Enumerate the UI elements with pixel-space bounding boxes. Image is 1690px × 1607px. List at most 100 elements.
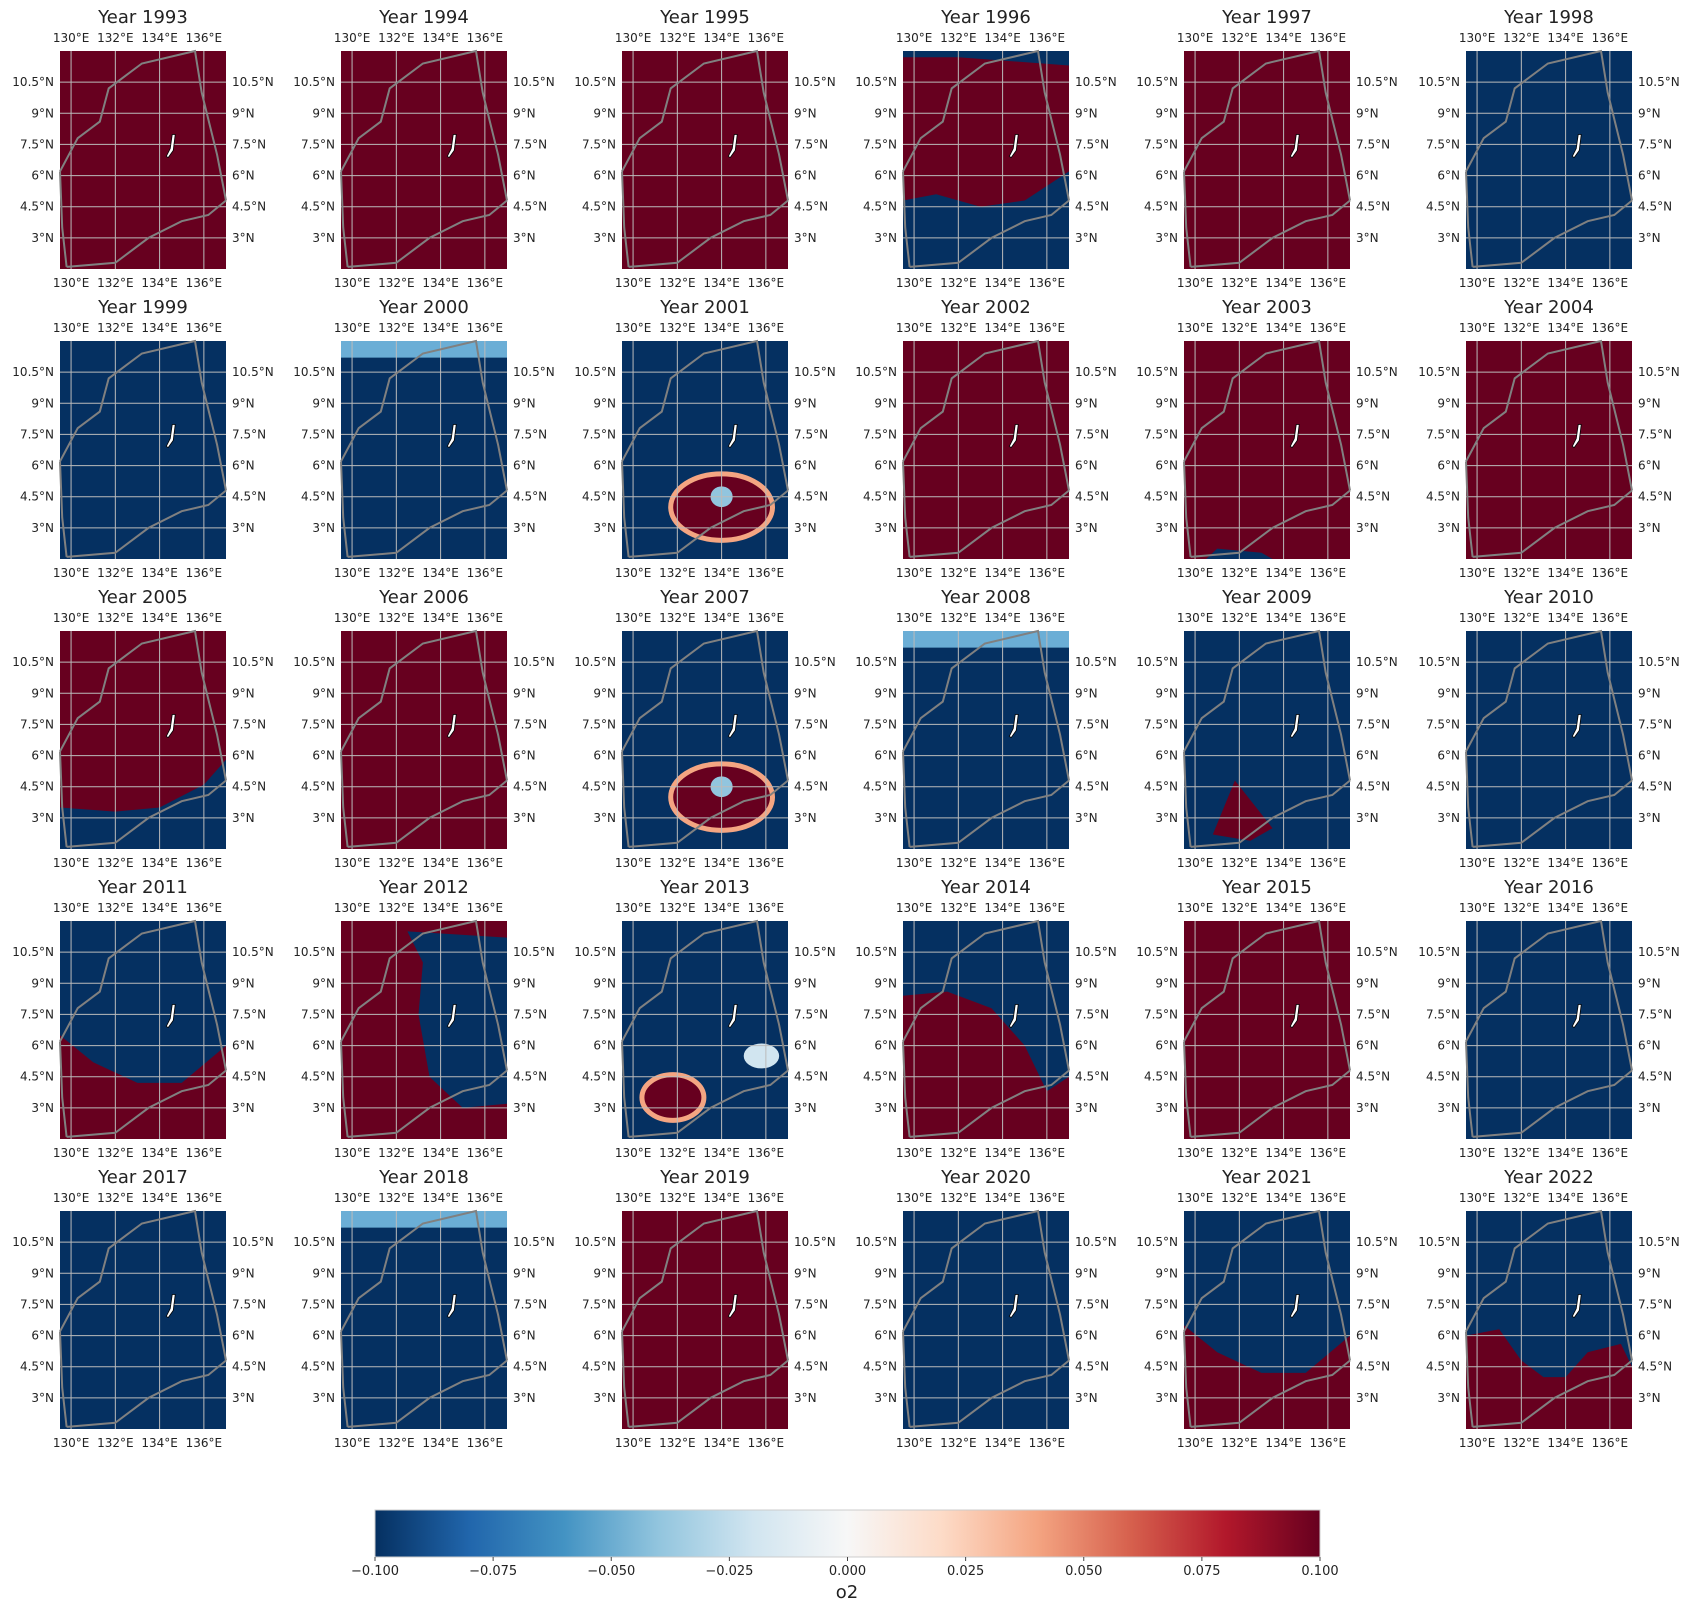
panel-year-2000: Year 2000 130°E 130°E 132°E 132°E 134°E 134°E 1… — [293, 297, 554, 580]
coastline — [347, 1359, 508, 1428]
lon-tick-label-top: 134°E — [422, 31, 459, 45]
lon-tick-label-bottom: 132°E — [659, 566, 696, 580]
lon-tick-label-top: 136°E — [467, 1191, 504, 1205]
lat-tick-label-left: 9°N — [312, 396, 335, 410]
lat-tick-label-left: 6°N — [874, 1039, 897, 1053]
lat-tick-label-right: 6°N — [1638, 1039, 1661, 1053]
lat-tick-label-left: 9°N — [1155, 976, 1178, 990]
lat-tick-label-left: 10.5°N — [574, 365, 616, 379]
panel-year-1994: Year 1994 130°E 130°E 132°E 132°E 134°E 134°E 1… — [293, 7, 554, 290]
coastline — [1190, 199, 1351, 268]
lon-tick-label-bottom: 136°E — [186, 1146, 223, 1160]
coastline — [628, 1069, 789, 1138]
lat-tick-label-right: 3°N — [513, 1391, 536, 1405]
lon-tick-label-top: 130°E — [615, 31, 652, 45]
lon-tick-label-bottom: 130°E — [1459, 856, 1496, 870]
lat-tick-label-right: 3°N — [794, 1101, 817, 1115]
coastline — [59, 339, 227, 491]
lat-tick-label-left: 10.5°N — [12, 75, 54, 89]
lat-tick-label-right: 3°N — [1356, 521, 1379, 535]
lon-tick-label-bottom: 134°E — [1265, 1436, 1302, 1450]
coastline — [59, 751, 68, 848]
lat-tick-label-left: 4.5°N — [20, 1070, 54, 1084]
lat-tick-label-left: 7.5°N — [863, 717, 897, 731]
lat-tick-label-right: 4.5°N — [513, 780, 547, 794]
panel-background — [1184, 631, 1350, 849]
lon-tick-label-top: 132°E — [1503, 1191, 1540, 1205]
lat-tick-label-left: 10.5°N — [1418, 945, 1460, 959]
lat-tick-label-left: 10.5°N — [293, 365, 335, 379]
lat-tick-label-right: 9°N — [794, 976, 817, 990]
island-mask — [1289, 1294, 1300, 1319]
lon-tick-label-top: 132°E — [378, 901, 415, 915]
panel-background — [622, 51, 788, 269]
lat-tick-label-right: 7.5°N — [794, 1007, 828, 1021]
lat-tick-label-right: 10.5°N — [232, 365, 274, 379]
lat-tick-label-right: 3°N — [1638, 811, 1661, 825]
lat-tick-label-left: 9°N — [1155, 686, 1178, 700]
lat-tick-label-right: 6°N — [1075, 1329, 1098, 1343]
lat-tick-label-right: 6°N — [232, 749, 255, 763]
panel-title: Year 2007 — [659, 587, 750, 608]
lat-tick-label-right: 3°N — [1638, 1391, 1661, 1405]
lat-tick-label-left: 3°N — [31, 521, 54, 535]
coastline — [1465, 461, 1474, 558]
panel-year-2014: Year 2014 130°E 130°E 132°E 132°E 134°E 134°E 1… — [855, 877, 1116, 1160]
lat-tick-label-left: 3°N — [1437, 811, 1460, 825]
coastline — [340, 339, 508, 491]
lat-tick-label-left: 9°N — [874, 396, 897, 410]
colorbar-tick-label: −0.050 — [587, 1564, 635, 1579]
coastline — [66, 1359, 227, 1428]
lat-tick-label-right: 6°N — [1075, 1039, 1098, 1053]
lat-tick-label-left: 9°N — [31, 106, 54, 120]
lat-tick-label-right: 9°N — [232, 396, 255, 410]
lon-tick-label-top: 130°E — [53, 901, 90, 915]
lat-tick-label-left: 4.5°N — [1426, 1070, 1460, 1084]
panel-grid: Year 1993 130°E 130°E 132°E 132°E 134°E 134°E 1… — [12, 7, 1679, 1450]
lon-tick-label-bottom: 130°E — [896, 1146, 933, 1160]
lat-tick-label-right: 7.5°N — [1356, 137, 1390, 151]
lat-tick-label-left: 9°N — [31, 1266, 54, 1280]
lon-tick-label-top: 130°E — [615, 901, 652, 915]
panel-title: Year 2010 — [1503, 587, 1594, 608]
lon-tick-label-bottom: 130°E — [615, 1146, 652, 1160]
lat-tick-label-left: 6°N — [593, 1039, 616, 1053]
lon-tick-label-top: 132°E — [378, 1191, 415, 1205]
lon-tick-label-bottom: 130°E — [896, 276, 933, 290]
lon-tick-label-top: 132°E — [1221, 321, 1258, 335]
lon-tick-label-bottom: 134°E — [1547, 276, 1584, 290]
lon-tick-label-top: 132°E — [1503, 321, 1540, 335]
lon-tick-label-top: 136°E — [1029, 1191, 1066, 1205]
lon-tick-label-bottom: 132°E — [940, 1146, 977, 1160]
lat-tick-label-right: 9°N — [232, 106, 255, 120]
lon-tick-label-bottom: 130°E — [615, 856, 652, 870]
lat-tick-label-right: 7.5°N — [794, 137, 828, 151]
island-mask — [1289, 134, 1300, 159]
anomaly-region-south — [60, 1035, 226, 1139]
lat-tick-label-right: 9°N — [1356, 1266, 1379, 1280]
lon-tick-label-bottom: 136°E — [1310, 276, 1347, 290]
coastline — [621, 171, 630, 268]
lon-tick-label-top: 130°E — [334, 31, 371, 45]
lat-tick-label-left: 4.5°N — [863, 780, 897, 794]
island-mask — [1571, 714, 1582, 739]
lon-tick-label-top: 130°E — [53, 611, 90, 625]
lat-tick-label-left: 4.5°N — [20, 200, 54, 214]
lon-tick-label-bottom: 134°E — [1547, 856, 1584, 870]
panel-background — [903, 341, 1069, 559]
lat-tick-label-left: 9°N — [31, 976, 54, 990]
lon-tick-label-bottom: 136°E — [186, 276, 223, 290]
lat-tick-label-left: 9°N — [1155, 396, 1178, 410]
coastline — [1183, 919, 1351, 1071]
lat-tick-label-left: 4.5°N — [1426, 200, 1460, 214]
lat-tick-label-left: 4.5°N — [301, 490, 335, 504]
island-mask — [727, 1004, 738, 1029]
lon-tick-label-top: 130°E — [1459, 611, 1496, 625]
lat-tick-label-right: 6°N — [232, 459, 255, 473]
lat-tick-label-right: 4.5°N — [794, 1070, 828, 1084]
panel-title: Year 2020 — [940, 1167, 1031, 1188]
lat-tick-label-right: 3°N — [513, 811, 536, 825]
lon-tick-label-top: 134°E — [984, 31, 1021, 45]
lat-tick-label-left: 7.5°N — [1144, 427, 1178, 441]
lat-tick-label-left: 3°N — [312, 1391, 335, 1405]
